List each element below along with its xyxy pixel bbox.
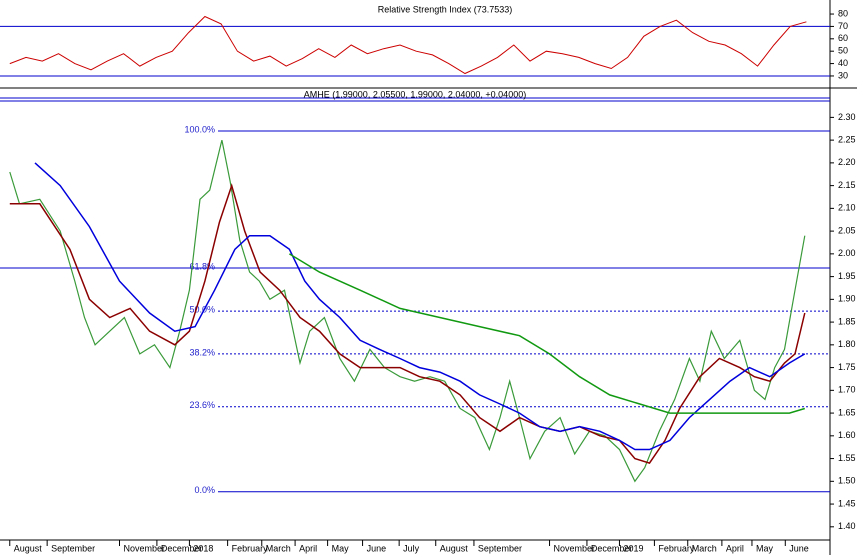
y-tick-label: 2.05: [838, 225, 856, 235]
y-tick-label: 2.30: [838, 112, 856, 122]
y-tick-label: 1.65: [838, 407, 856, 417]
y-tick-label: 2.25: [838, 134, 856, 144]
x-tick-label: June: [367, 543, 387, 553]
fib-label: 100.0%: [184, 124, 215, 134]
x-tick-label: April: [299, 543, 317, 553]
fib-label: 23.6%: [189, 400, 215, 410]
y-tick-label: 1.90: [838, 294, 856, 304]
y-tick-label: 1.80: [838, 339, 856, 349]
x-tick-label: November: [554, 543, 596, 553]
y-tick-label: 70: [838, 21, 848, 31]
price-title: AMHE (1.99000, 2.05500, 1.99000, 2.04000…: [304, 89, 526, 99]
x-tick-label: May: [756, 543, 774, 553]
y-tick-label: 1.70: [838, 385, 856, 395]
x-tick-label: September: [51, 543, 95, 553]
x-tick-label: 2018: [193, 543, 213, 553]
y-tick-label: 2.20: [838, 157, 856, 167]
y-tick-label: 60: [838, 33, 848, 43]
x-tick-label: August: [14, 543, 43, 553]
fib-label: 0.0%: [194, 485, 215, 495]
y-tick-label: 40: [838, 58, 848, 68]
x-tick-label: March: [266, 543, 291, 553]
y-tick-label: 1.85: [838, 316, 856, 326]
moving-average: [34, 162, 806, 451]
x-tick-label: September: [478, 543, 522, 553]
y-tick-label: 2.00: [838, 248, 856, 258]
y-tick-label: 1.40: [838, 521, 856, 531]
price-line: [9, 139, 806, 483]
rsi-title: Relative Strength Index (73.7533): [378, 4, 513, 14]
y-tick-label: 2.15: [838, 180, 856, 190]
x-tick-label: December: [161, 543, 203, 553]
x-tick-label: March: [692, 543, 717, 553]
x-tick-label: August: [440, 543, 469, 553]
x-tick-label: February: [658, 543, 695, 553]
fib-label: 61.8%: [189, 261, 215, 271]
y-tick-label: 1.60: [838, 430, 856, 440]
x-tick-label: April: [726, 543, 744, 553]
y-tick-label: 80: [838, 8, 848, 18]
x-tick-label: February: [232, 543, 269, 553]
x-tick-label: November: [124, 543, 166, 553]
x-tick-label: July: [403, 543, 420, 553]
y-tick-label: 1.95: [838, 271, 856, 281]
x-tick-label: December: [591, 543, 633, 553]
fib-label: 38.2%: [189, 347, 215, 357]
moving-average: [289, 253, 806, 414]
y-tick-label: 50: [838, 46, 848, 56]
x-tick-label: 2019: [623, 543, 643, 553]
y-tick-label: 1.45: [838, 498, 856, 508]
y-tick-label: 1.55: [838, 453, 856, 463]
x-tick-label: June: [789, 543, 809, 553]
rsi-line: [9, 15, 807, 75]
y-tick-label: 1.75: [838, 362, 856, 372]
y-tick-label: 30: [838, 70, 848, 80]
x-tick-label: May: [332, 543, 350, 553]
y-tick-label: 2.10: [838, 203, 856, 213]
y-tick-label: 1.50: [838, 476, 856, 486]
moving-average: [9, 183, 806, 464]
fib-label: 50.0%: [189, 305, 215, 315]
